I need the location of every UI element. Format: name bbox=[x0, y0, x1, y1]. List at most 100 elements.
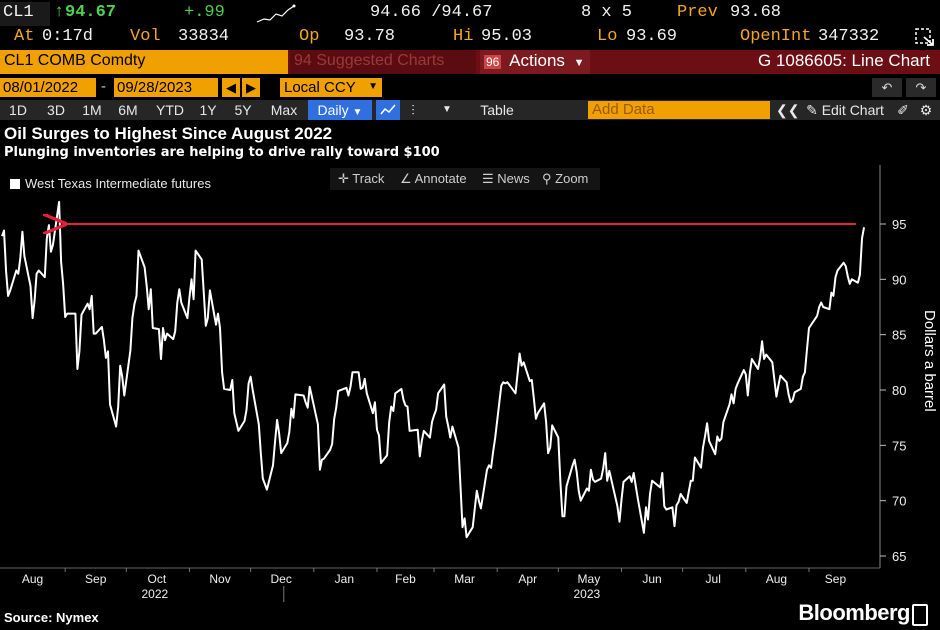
collapse-icon[interactable]: ❮❮ bbox=[776, 102, 800, 118]
range-1y[interactable]: 1Y bbox=[199, 102, 217, 118]
openint-label: OpenInt bbox=[740, 27, 812, 46]
range-ytd[interactable]: YTD bbox=[156, 102, 184, 118]
sparkline-icon bbox=[256, 4, 296, 23]
at-label: At bbox=[14, 27, 35, 46]
date-separator: - bbox=[101, 78, 106, 95]
news-icon: ☰ bbox=[482, 171, 494, 186]
last-arrow-icon: ↑ bbox=[54, 3, 65, 22]
export-icon[interactable] bbox=[914, 26, 936, 48]
zoom-button[interactable]: ⚲ Zoom bbox=[542, 171, 588, 187]
prev-label: Prev bbox=[677, 3, 718, 22]
x-tick-label: Nov bbox=[209, 572, 230, 586]
x-tick-label: Jan bbox=[335, 572, 354, 586]
security-name[interactable]: CL1 COMB Comdty bbox=[0, 50, 288, 74]
edit-chart-icon: ✎ bbox=[806, 102, 818, 118]
low-label: Lo bbox=[597, 27, 618, 46]
chart-toolbar: ✛ Track ∠ Annotate ☰ News ⚲ Zoom bbox=[330, 168, 600, 190]
settings-gear-icon[interactable]: ⚙ bbox=[919, 102, 933, 118]
chart-subtitle: Plunging inventories are helping to driv… bbox=[4, 145, 440, 160]
bar-chart-icon[interactable]: ⫶ bbox=[411, 102, 415, 118]
x-tick-label: Aug bbox=[766, 572, 787, 586]
add-data-input[interactable]: Add Data bbox=[588, 101, 770, 119]
range-1m[interactable]: 1M bbox=[82, 102, 102, 118]
ticker[interactable]: CL1 bbox=[3, 3, 34, 22]
actions-label: Actions bbox=[509, 51, 565, 70]
x-year-label: 2023 bbox=[574, 587, 601, 601]
x-tick-label: Sep bbox=[85, 572, 107, 586]
last-price: 94.67 bbox=[65, 3, 117, 22]
period-label: Daily bbox=[317, 102, 349, 118]
x-tick-label: Apr bbox=[518, 572, 537, 586]
chevron-down-icon: ▼ bbox=[368, 81, 378, 92]
range-3d[interactable]: 3D bbox=[47, 102, 65, 118]
edit-chart-button[interactable]: ✎ Edit Chart bbox=[800, 100, 890, 120]
x-tick-label: Sep bbox=[825, 572, 847, 586]
pencil-icon[interactable]: ✐ bbox=[897, 102, 909, 118]
low-value: 93.69 bbox=[626, 27, 678, 46]
zoom-label: Zoom bbox=[555, 171, 589, 186]
net-change: +.99 bbox=[184, 3, 225, 22]
chevron-down-icon: ▼ bbox=[352, 107, 363, 118]
start-date-input[interactable]: 08/01/2022 bbox=[0, 78, 96, 97]
open-label: Op bbox=[299, 27, 320, 46]
chevron-down-icon: ▼ bbox=[573, 57, 585, 69]
quote-row-1: CL1 ↑ 94.67 +.99 94.66 /94.67 8 x 5 Prev… bbox=[0, 2, 940, 26]
ticker-cell[interactable] bbox=[0, 2, 50, 26]
table-button[interactable]: Table bbox=[480, 102, 514, 118]
x-tick-label: Dec bbox=[271, 572, 292, 586]
x-year-label: 2022 bbox=[141, 587, 168, 601]
openint-value: 347332 bbox=[818, 27, 880, 46]
currency-label: Local CCY bbox=[284, 79, 356, 96]
x-tick-label: Aug bbox=[22, 572, 43, 586]
graph-title: G 1086605: Line Chart bbox=[757, 51, 930, 70]
bloomberg-logo: Bloomberg bbox=[798, 600, 910, 625]
currency-select[interactable]: Local CCY ▼ bbox=[280, 78, 382, 97]
series-line-wti bbox=[1, 200, 865, 539]
annotate-button[interactable]: ∠ Annotate bbox=[400, 171, 467, 187]
line-chart-icon[interactable] bbox=[376, 100, 400, 120]
news-label: News bbox=[497, 171, 530, 186]
undo-icon[interactable]: ↶ bbox=[872, 78, 902, 97]
annotate-label: Annotate bbox=[414, 171, 467, 186]
actions-menu[interactable]: 96 Actions ▼ bbox=[480, 50, 590, 74]
x-tick-label: Mar bbox=[454, 572, 475, 586]
y-tick-label: 75 bbox=[892, 438, 906, 453]
x-tick-label: Oct bbox=[148, 572, 167, 586]
suggested-charts-button[interactable]: 94 Suggested Charts bbox=[290, 50, 476, 74]
y-tick-label: 65 bbox=[892, 549, 906, 564]
quote-row-2: At 0:17d Vol 33834 Op 93.78 Hi 95.03 Lo … bbox=[0, 26, 940, 50]
redo-icon[interactable]: ↷ bbox=[906, 78, 936, 97]
open-value: 93.78 bbox=[344, 27, 396, 46]
range-6m[interactable]: 6M bbox=[118, 102, 138, 118]
range-5y[interactable]: 5Y bbox=[234, 102, 252, 118]
legend[interactable]: West Texas Intermediate futures bbox=[10, 176, 211, 191]
range-bar: 1D 3D 1M 6M YTD 1Y 5Y Max Daily ▼ ⫶ ▼ Ta… bbox=[0, 100, 940, 120]
y-tick-label: 80 bbox=[892, 383, 906, 398]
date-bar: 08/01/2022 - 09/28/2023 ◀ ▶ Local CCY ▼ … bbox=[0, 78, 940, 98]
x-tick-label: Feb bbox=[395, 572, 416, 586]
bid-ask-size: 8 x 5 bbox=[581, 3, 633, 22]
news-button[interactable]: ☰ News bbox=[482, 171, 530, 187]
vol-value: 33834 bbox=[178, 27, 230, 46]
bloomberg-terminal-icon bbox=[912, 604, 928, 626]
y-tick-label: 70 bbox=[892, 494, 906, 509]
next-range-icon[interactable]: ▶ bbox=[242, 78, 260, 97]
source-note: Source: Nymex bbox=[4, 610, 99, 625]
high-value: 95.03 bbox=[481, 27, 533, 46]
prev-range-icon[interactable]: ◀ bbox=[222, 78, 240, 97]
vol-label: Vol bbox=[130, 27, 161, 46]
crosshair-icon: ✛ bbox=[338, 171, 349, 186]
y-tick-label: 95 bbox=[892, 217, 906, 232]
end-date-input[interactable]: 09/28/2023 bbox=[114, 78, 218, 97]
prev-value: 93.68 bbox=[730, 3, 782, 22]
range-max[interactable]: Max bbox=[270, 102, 298, 118]
track-button[interactable]: ✛ Track bbox=[338, 171, 384, 187]
legend-swatch bbox=[10, 179, 20, 189]
range-1d[interactable]: 1D bbox=[9, 102, 27, 118]
period-select[interactable]: Daily ▼ bbox=[308, 100, 372, 120]
chart-type-dropdown-icon[interactable]: ▼ bbox=[442, 104, 452, 115]
y-axis-label-text: Dollars a barrel bbox=[921, 310, 938, 412]
y-tick-label: 90 bbox=[892, 272, 906, 287]
x-tick-label: May bbox=[578, 572, 601, 586]
bid-ask: 94.66 /94.67 bbox=[370, 3, 493, 22]
